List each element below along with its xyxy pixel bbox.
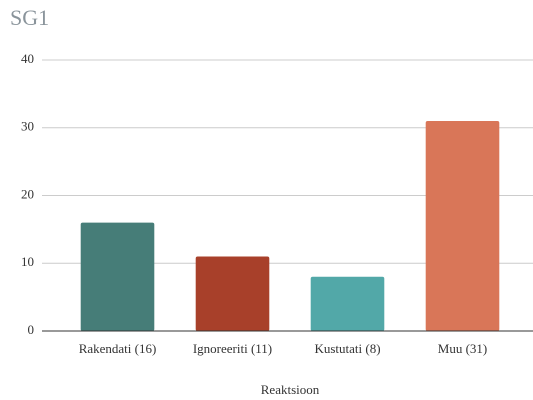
x-tick-label: Muu (31): [438, 341, 487, 356]
x-tick-label: Ignoreeriti (11): [193, 341, 272, 356]
bar: [80, 222, 155, 331]
x-tick-label: Rakendati (16): [79, 341, 157, 356]
y-tick-label: 30: [21, 119, 34, 134]
y-tick-label: 40: [21, 51, 34, 66]
chart-title: SG1: [10, 5, 49, 30]
x-axis-label: Reaktsioon: [261, 382, 320, 397]
y-tick-label: 10: [21, 254, 34, 269]
y-tick-label: 20: [21, 186, 34, 201]
bar: [195, 256, 270, 331]
y-tick-label: 0: [28, 322, 35, 337]
bar: [425, 120, 500, 331]
x-tick-label: Kustutati (8): [314, 341, 380, 356]
bar: [310, 276, 385, 331]
